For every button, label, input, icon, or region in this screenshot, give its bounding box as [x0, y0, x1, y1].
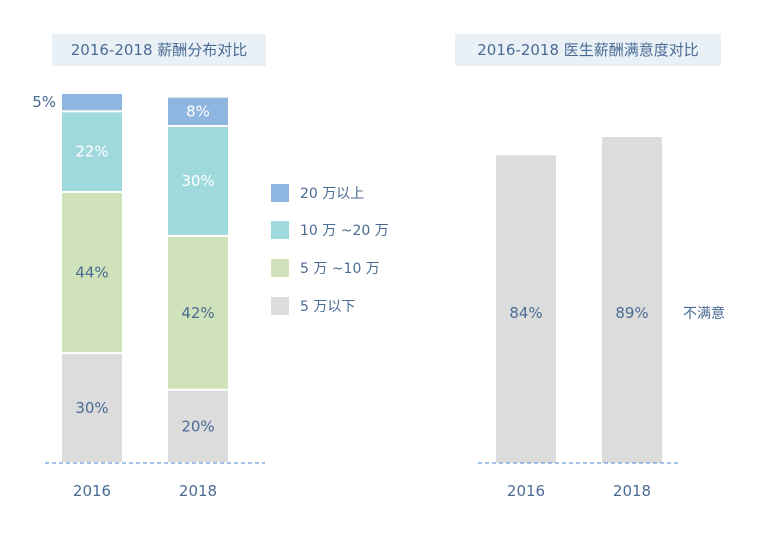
chart-title-satisfaction: 2016-2018 医生薪酬满意度对比: [455, 34, 721, 66]
legend-swatch: [271, 297, 289, 315]
bar-segment-2018-3: [168, 97, 228, 125]
bar-2018: [602, 137, 662, 463]
legend-swatch: [271, 184, 289, 202]
chart-title-salary-distribution: 2016-2018 薪酬分布对比: [52, 34, 266, 66]
bar-value-label: 22%: [75, 143, 108, 161]
bar-segment-2018-0: [168, 390, 228, 462]
legend-swatch: [271, 221, 289, 239]
x-tick-label: 2016: [73, 482, 111, 500]
x-tick-label: 2016: [507, 482, 545, 500]
legend-label: 5 万以下: [300, 299, 355, 315]
bar-segment-2016-0: [62, 354, 122, 462]
bar-segment-2016-1: [62, 192, 122, 353]
bar-segment-2018-2: [168, 126, 228, 235]
bar-segment-2016-2: [62, 112, 122, 191]
bar-value-label: 30%: [75, 399, 108, 417]
x-tick-label: 2018: [179, 482, 217, 500]
bar-value-label: 44%: [75, 264, 108, 282]
bar-value-label: 30%: [181, 172, 214, 190]
series-label-unsatisfied: 不满意: [683, 305, 725, 322]
bar-value-label: 8%: [186, 102, 210, 120]
bar-value-label: 20%: [181, 417, 214, 435]
legend-label: 20 万以上: [300, 186, 364, 202]
legend-label: 10 万 ~20 万: [300, 223, 389, 239]
bar-value-label: 5%: [32, 93, 56, 111]
bar-value-label: 89%: [615, 304, 648, 322]
bar-2016: [496, 155, 556, 463]
legend-swatch: [271, 259, 289, 277]
x-tick-label: 2018: [613, 482, 651, 500]
bar-segment-2018-1: [168, 236, 228, 389]
bar-segment-2016-3: [62, 94, 122, 111]
legend-label: 5 万 ~10 万: [300, 261, 380, 277]
bar-value-label: 42%: [181, 304, 214, 322]
bar-value-label: 84%: [509, 304, 542, 322]
